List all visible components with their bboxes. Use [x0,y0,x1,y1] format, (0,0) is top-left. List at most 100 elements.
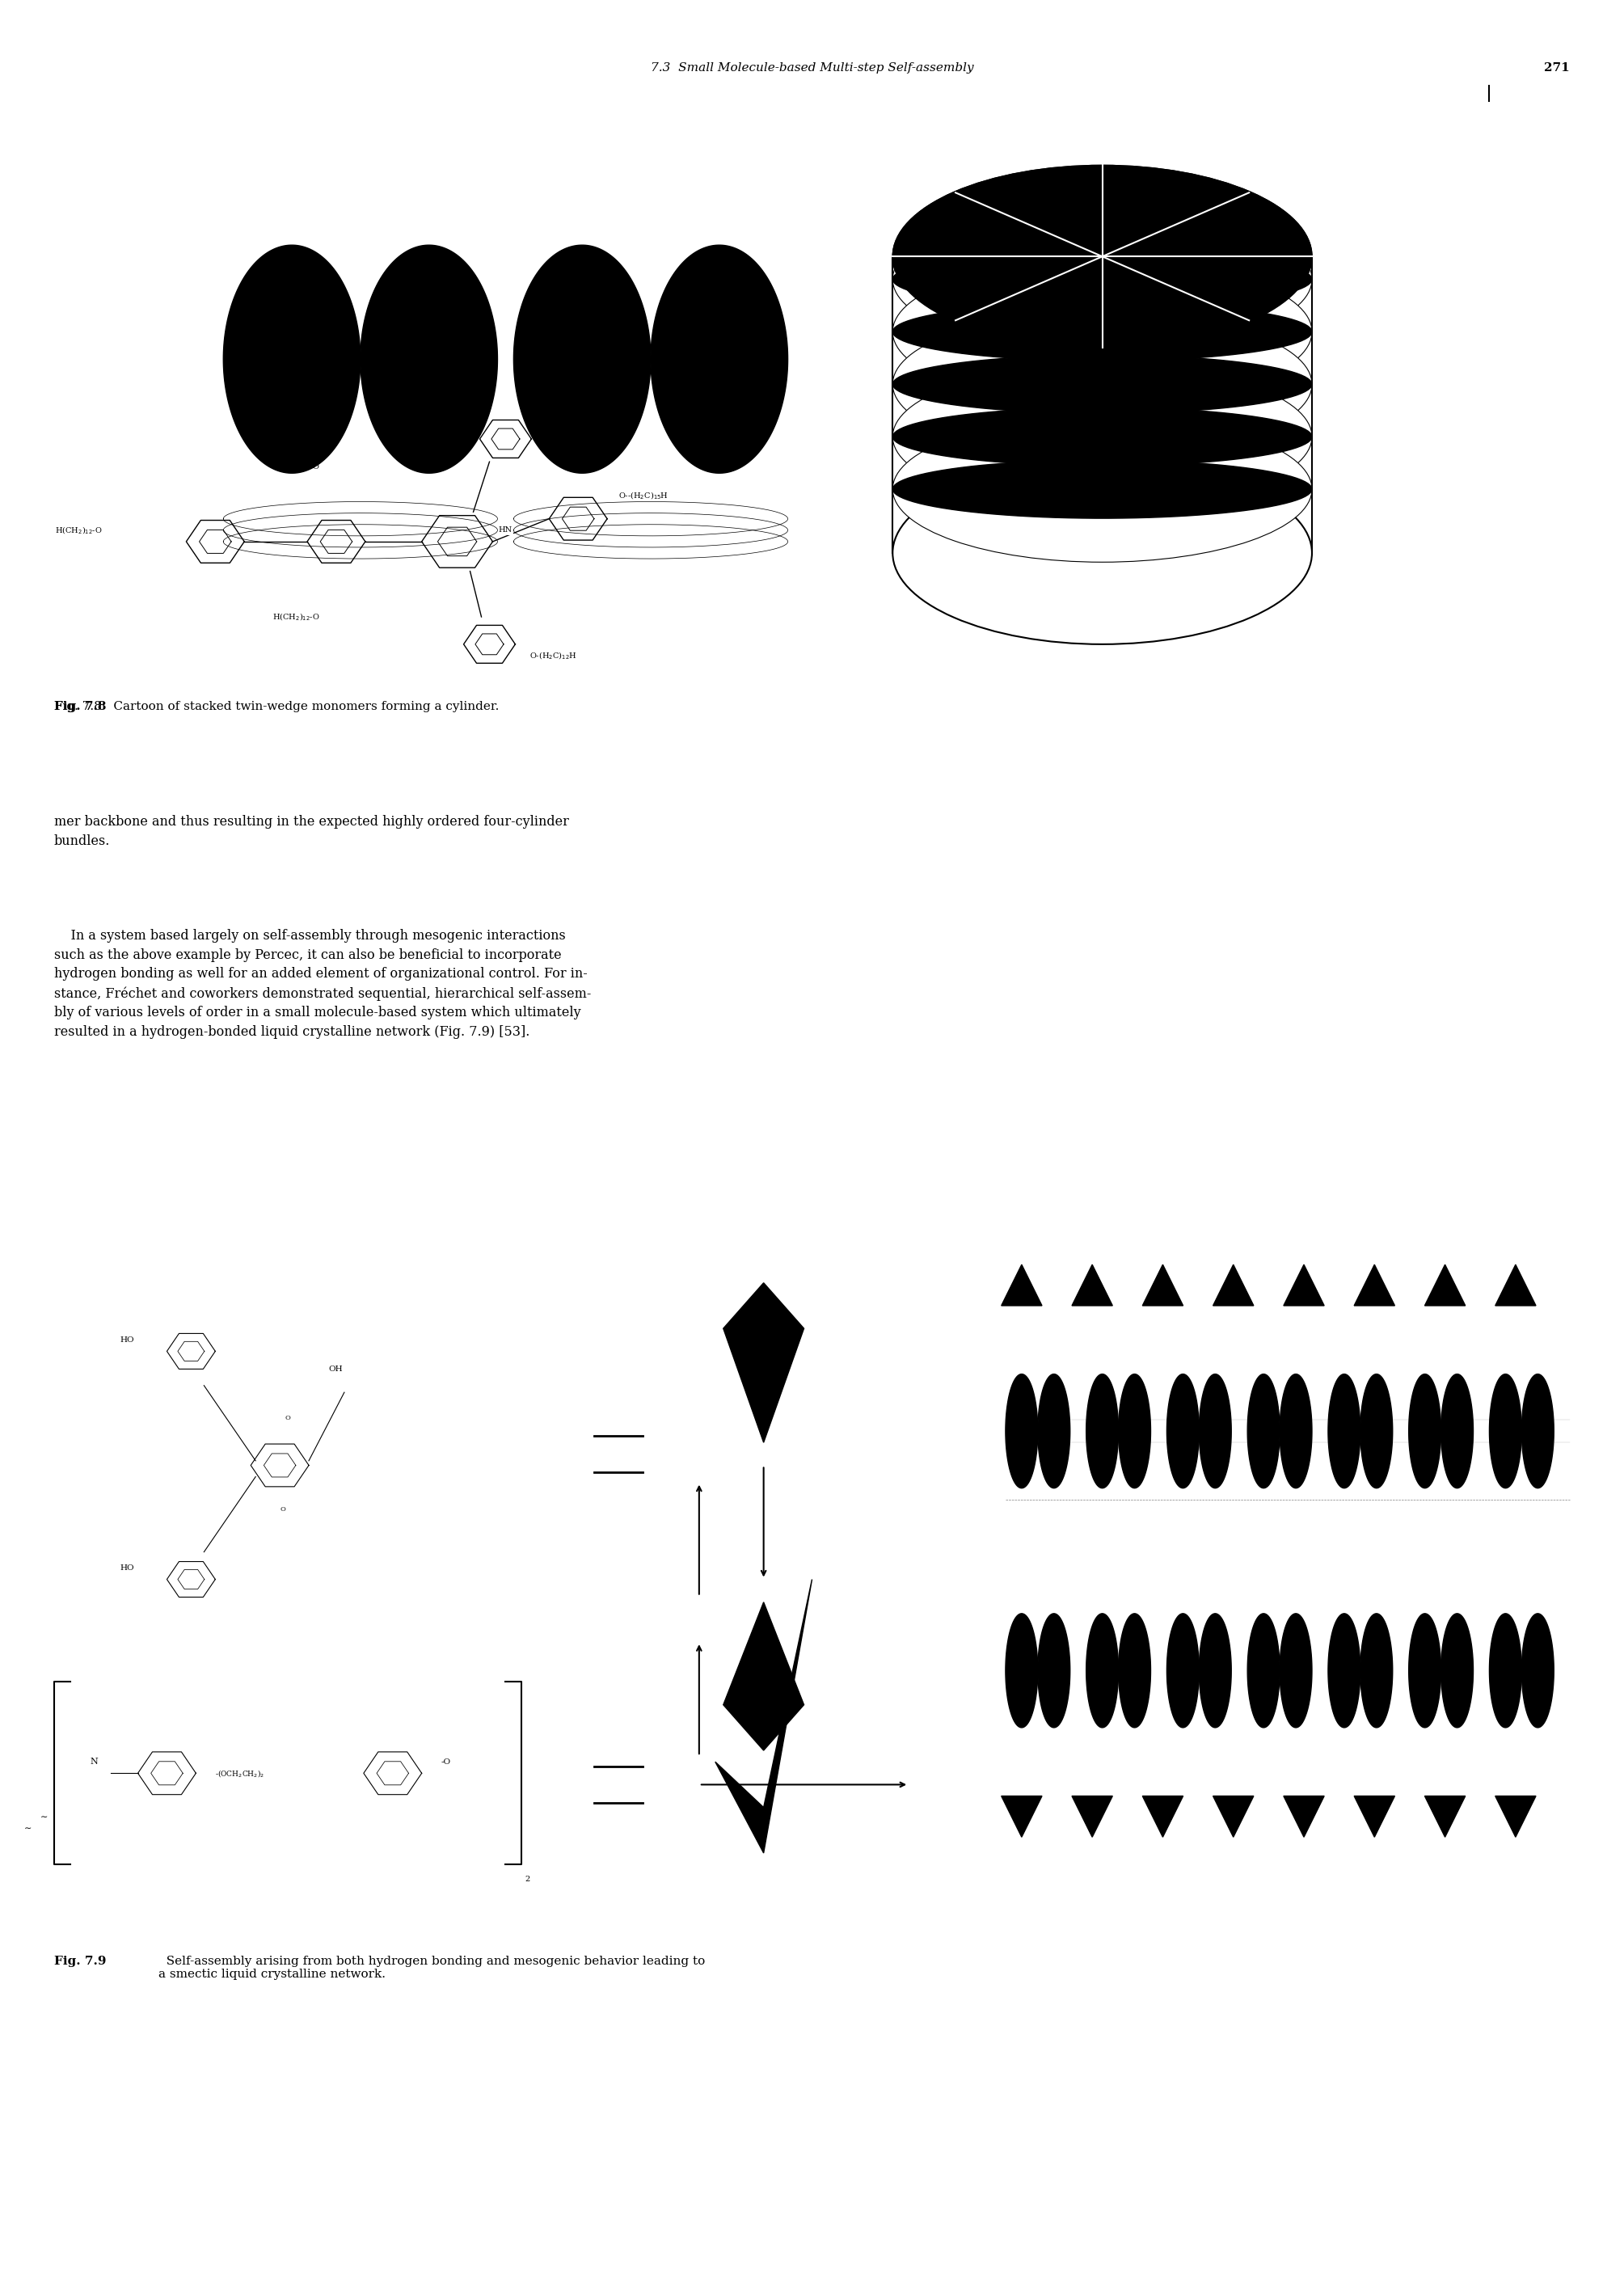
Polygon shape [893,355,1312,385]
Polygon shape [1361,1614,1393,1728]
Polygon shape [513,245,651,472]
Text: O-(H$_2$C)$_{12}$H: O-(H$_2$C)$_{12}$H [529,651,577,660]
Polygon shape [1522,1614,1554,1728]
Text: O: O [281,1506,286,1513]
Polygon shape [893,303,1312,332]
Text: O-(H$_2$C)$_{12}$H: O-(H$_2$C)$_{12}$H [546,399,593,410]
Text: HO: HO [120,1565,135,1572]
Polygon shape [1496,1797,1536,1838]
Polygon shape [1328,1614,1361,1728]
Polygon shape [893,488,1312,518]
Polygon shape [1119,1614,1151,1728]
Polygon shape [1005,1614,1038,1728]
Polygon shape [1247,1614,1280,1728]
Polygon shape [1424,1265,1465,1306]
Polygon shape [1328,1375,1361,1488]
Text: 271: 271 [1544,62,1570,73]
Polygon shape [1354,1797,1395,1838]
Polygon shape [1489,1375,1522,1488]
Polygon shape [224,245,361,472]
Polygon shape [1354,1265,1395,1306]
Polygon shape [361,245,497,472]
Polygon shape [1247,1375,1280,1488]
Polygon shape [224,525,497,559]
Polygon shape [1072,1265,1112,1306]
Polygon shape [1440,1614,1473,1728]
Ellipse shape [893,312,1312,456]
Ellipse shape [893,259,1312,406]
Polygon shape [723,1284,804,1442]
Polygon shape [893,438,1312,465]
Ellipse shape [893,165,1312,348]
Text: H(CH$_2$)$_{12}$-O: H(CH$_2$)$_{12}$-O [273,461,320,472]
Polygon shape [1086,1614,1119,1728]
Text: OH: OH [328,1366,343,1373]
Text: -O: -O [442,1758,451,1765]
Polygon shape [513,502,788,536]
Polygon shape [1522,1375,1554,1488]
Polygon shape [1280,1614,1312,1728]
Text: N: N [91,1758,99,1765]
Text: Self-assembly arising from both hydrogen bonding and mesogenic behavior leading : Self-assembly arising from both hydrogen… [159,1955,705,1980]
Polygon shape [513,525,788,559]
Text: HO: HO [120,1336,135,1343]
Polygon shape [715,1579,812,1852]
Polygon shape [1213,1265,1254,1306]
Text: 2: 2 [525,1875,529,1884]
Polygon shape [224,513,497,548]
Ellipse shape [893,364,1312,509]
Ellipse shape [893,206,1312,353]
Text: Fig. 7.8   Cartoon of stacked twin-wedge monomers forming a cylinder.: Fig. 7.8 Cartoon of stacked twin-wedge m… [54,701,499,713]
Polygon shape [893,385,1312,413]
Text: In a system based largely on self-assembly through mesogenic interactions
such a: In a system based largely on self-assemb… [54,928,591,1038]
Polygon shape [893,332,1312,360]
Polygon shape [1408,1375,1440,1488]
Polygon shape [1142,1797,1184,1838]
Text: O--(H$_2$C)$_{15}$H: O--(H$_2$C)$_{15}$H [619,490,669,502]
Ellipse shape [893,417,1312,562]
Polygon shape [1002,1265,1043,1306]
Text: HN: HN [499,527,513,534]
Polygon shape [1166,1375,1199,1488]
Polygon shape [1496,1265,1536,1306]
Polygon shape [651,245,788,472]
Polygon shape [1280,1375,1312,1488]
Polygon shape [1142,1265,1184,1306]
Polygon shape [1408,1614,1440,1728]
Polygon shape [1489,1614,1522,1728]
Polygon shape [1361,1375,1393,1488]
Polygon shape [1283,1797,1324,1838]
Text: -(OCH$_2$CH$_2$)$_2$: -(OCH$_2$CH$_2$)$_2$ [216,1767,265,1779]
Text: mer backbone and thus resulting in the expected highly ordered four-cylinder
bun: mer backbone and thus resulting in the e… [54,816,568,848]
Text: H(CH$_2$)$_{12}$-O: H(CH$_2$)$_{12}$-O [273,612,320,623]
Polygon shape [1199,1614,1231,1728]
Polygon shape [1119,1375,1151,1488]
Ellipse shape [893,461,1312,644]
Polygon shape [893,250,1312,280]
Polygon shape [1086,1375,1119,1488]
Polygon shape [893,408,1312,438]
Polygon shape [1072,1797,1112,1838]
Text: Fig. 7.9: Fig. 7.9 [54,1955,106,1967]
Text: $\sim$: $\sim$ [21,1824,32,1831]
Text: H(CH$_2$)$_{12}$-O: H(CH$_2$)$_{12}$-O [55,525,102,536]
Text: $\sim$: $\sim$ [37,1813,47,1820]
Polygon shape [513,513,788,548]
Polygon shape [224,502,497,536]
Polygon shape [1038,1614,1070,1728]
Polygon shape [1213,1797,1254,1838]
Polygon shape [1005,1375,1038,1488]
Polygon shape [1199,1375,1231,1488]
Polygon shape [1440,1375,1473,1488]
Text: Fig. 7.8: Fig. 7.8 [54,701,106,713]
Polygon shape [893,280,1312,309]
Ellipse shape [893,165,1312,348]
Polygon shape [723,1602,804,1751]
Polygon shape [893,461,1312,488]
Polygon shape [1166,1614,1199,1728]
Polygon shape [1002,1797,1043,1838]
Polygon shape [1424,1797,1465,1838]
Text: O: O [286,1414,291,1421]
Text: 7.3  Small Molecule-based Multi-step Self-assembly: 7.3 Small Molecule-based Multi-step Self… [651,62,973,73]
Polygon shape [1038,1375,1070,1488]
